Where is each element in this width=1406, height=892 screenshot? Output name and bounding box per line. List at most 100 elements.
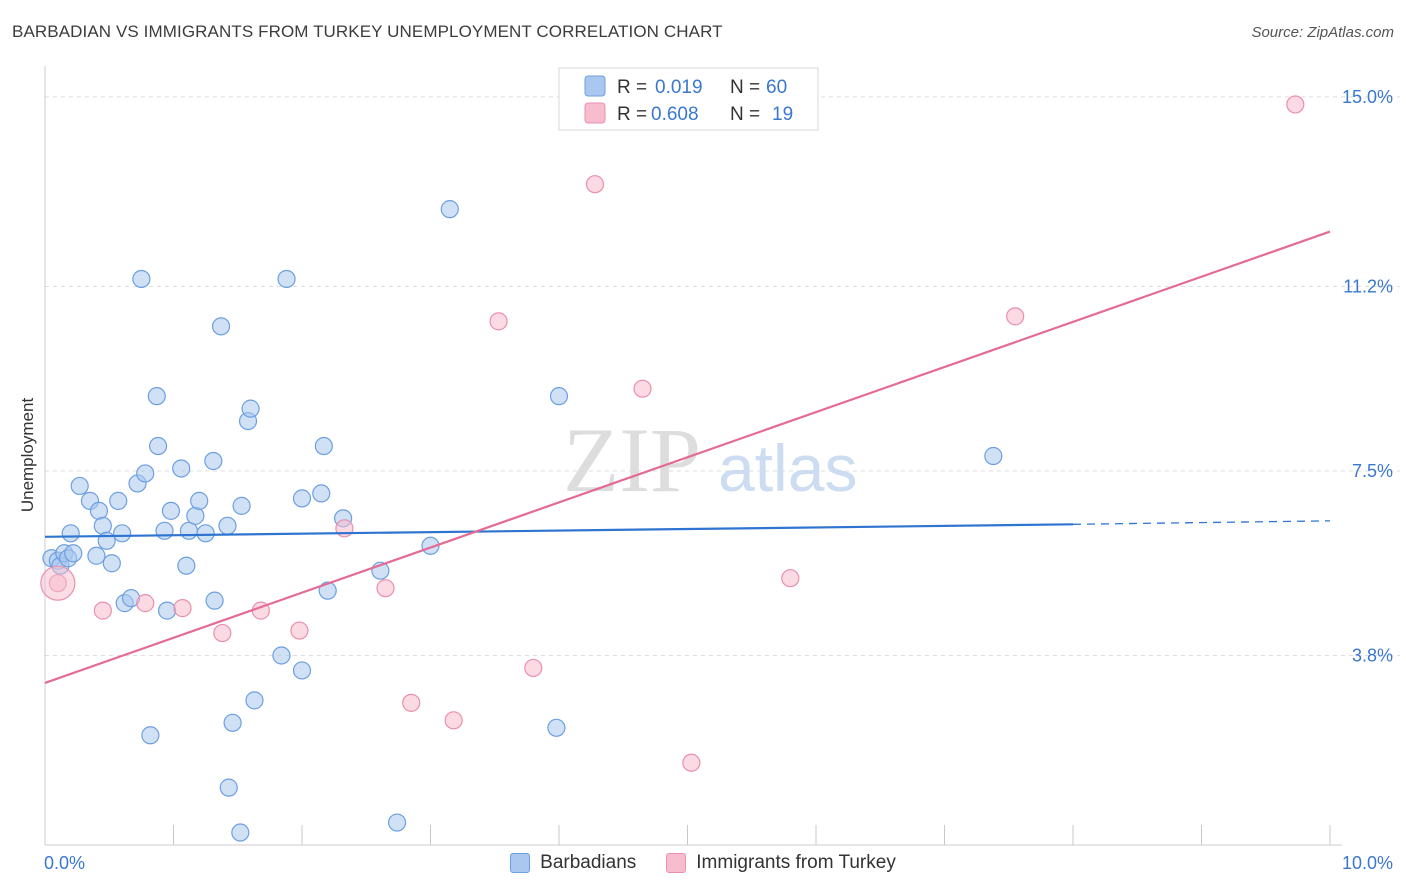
data-point [61, 524, 80, 543]
trend-line [44, 523, 1074, 538]
series-turkey-points [40, 95, 1305, 772]
data-point [231, 823, 250, 842]
data-point [781, 569, 800, 588]
data-point [312, 484, 331, 503]
data-point [102, 554, 121, 573]
watermark-atlas: atlas [718, 431, 857, 505]
data-point [196, 524, 215, 543]
data-point [223, 713, 242, 732]
data-point [205, 591, 224, 610]
legend-r-label-2: R = [617, 104, 647, 125]
data-point [87, 546, 106, 565]
data-point [245, 691, 264, 710]
data-point [190, 491, 209, 510]
data-point [148, 436, 168, 456]
legend-swatch-barbadians-bottom [510, 853, 531, 873]
y-tick-label: 15.0% [1342, 87, 1393, 107]
legend-item-barbadians: Barbadians [510, 852, 636, 874]
data-point [93, 516, 112, 535]
gridlines [45, 96, 1400, 656]
data-point [440, 200, 459, 219]
data-point [277, 269, 296, 289]
data-point [292, 489, 312, 508]
data-point [141, 726, 160, 745]
data-point [314, 436, 333, 456]
data-point [213, 623, 232, 643]
x-tick-label-min: 0.0% [44, 853, 85, 873]
legend-n-value-1: 60 [766, 77, 787, 98]
legend-swatch-turkey-bottom [666, 853, 687, 873]
legend-item-turkey: Immigrants from Turkey [666, 852, 896, 874]
legend-swatch-turkey [584, 102, 606, 124]
data-point [682, 753, 701, 772]
data-point [290, 621, 309, 640]
data-point [132, 269, 151, 289]
data-point [524, 658, 543, 678]
data-point [157, 601, 177, 620]
data-point [112, 524, 132, 543]
legend-r-value-2: 0.608 [651, 104, 699, 125]
data-point [547, 718, 566, 737]
y-tick-label: 11.2% [1343, 276, 1393, 296]
legend-r-value-1: 0.019 [655, 77, 703, 98]
x-tick-label-max: 10.0% [1342, 853, 1393, 873]
data-point [585, 175, 605, 194]
legend-label-barbadians: Barbadians [540, 852, 637, 873]
series-legend: Barbadians Immigrants from Turkey [0, 852, 1406, 874]
data-point [633, 379, 652, 398]
data-point [402, 693, 421, 712]
data-point [186, 506, 205, 525]
stats-legend: R = 0.019 N = 60 R = 0.608 N = 19 [558, 67, 819, 131]
data-point [93, 601, 112, 620]
data-point [387, 813, 407, 832]
legend-n-label-2: N = [730, 104, 760, 125]
trend-line-extension [1072, 520, 1331, 525]
data-point [241, 399, 260, 418]
legend-n-value-2: 19 [772, 104, 793, 125]
data-point-cluster [40, 565, 76, 601]
data-point [64, 544, 83, 563]
data-point [984, 446, 1003, 466]
legend-n-label-1: N = [730, 77, 760, 98]
data-point [70, 476, 89, 496]
data-point [136, 464, 155, 483]
data-point [318, 581, 337, 600]
data-point [489, 312, 508, 331]
series-barbadians-points [42, 200, 1003, 842]
data-point [219, 778, 238, 797]
data-point [211, 317, 231, 336]
data-point [1286, 95, 1305, 114]
data-point [147, 387, 166, 406]
data-point [376, 579, 395, 598]
data-point [161, 501, 181, 520]
data-point [204, 451, 223, 471]
data-point [97, 531, 116, 550]
legend-label-turkey: Immigrants from Turkey [696, 852, 896, 873]
y-tick-labels: 3.8% 7.5% 11.2% 15.0% [1342, 87, 1393, 666]
data-point [232, 496, 251, 515]
trend-lines [44, 230, 1331, 684]
x-tick-labels: 0.0% 10.0% [44, 853, 1393, 873]
y-tick-label: 7.5% [1352, 461, 1393, 481]
trend-line [44, 230, 1331, 684]
x-axis-ticks [173, 825, 1331, 845]
y-tick-label: 3.8% [1352, 645, 1393, 665]
source-label: Source: ZipAtlas.com [1251, 24, 1394, 41]
data-point [292, 661, 312, 680]
legend-swatch-barbadians [584, 75, 606, 97]
data-point [155, 521, 174, 540]
chart-title: BARBADIAN VS IMMIGRANTS FROM TURKEY UNEM… [12, 22, 723, 41]
data-point [272, 646, 291, 665]
zipatlas-watermark: ZIP atlas [563, 409, 857, 511]
data-point [172, 459, 191, 478]
data-point [136, 594, 155, 613]
data-point [444, 711, 463, 730]
legend-r-label-1: R = [617, 77, 647, 98]
data-point [218, 516, 237, 535]
data-point [1006, 307, 1025, 326]
data-point [173, 599, 192, 618]
data-point [109, 491, 128, 510]
data-point [177, 556, 196, 575]
data-point [89, 501, 109, 520]
